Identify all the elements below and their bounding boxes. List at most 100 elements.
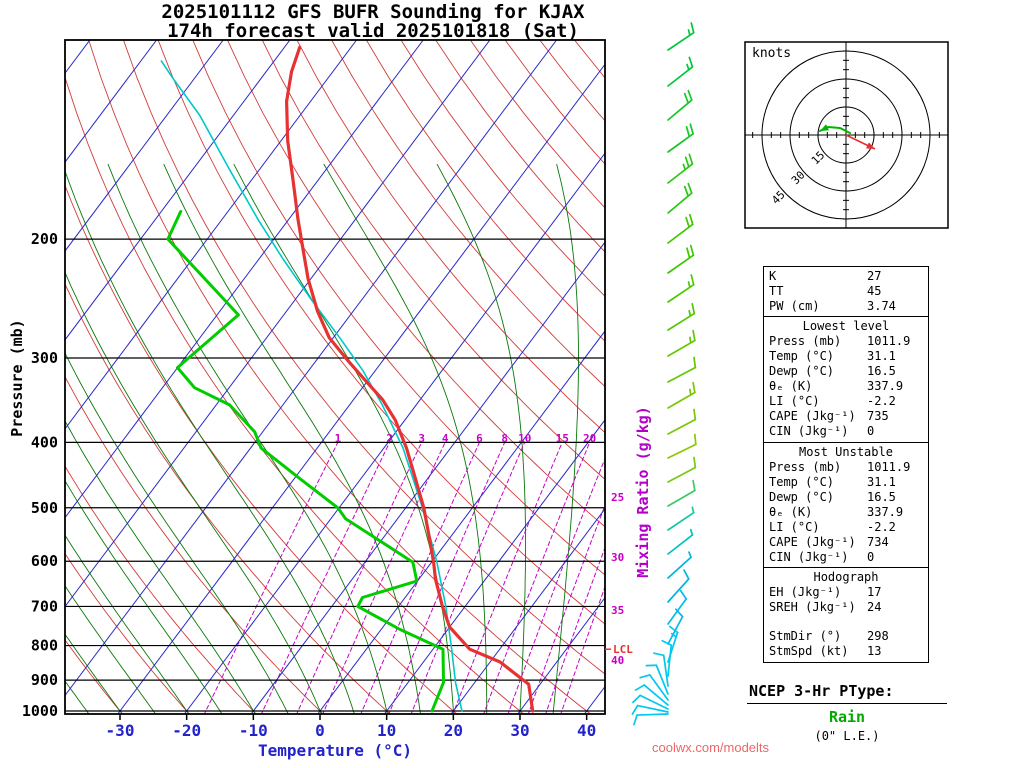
stat-row: Dewp (°C) 16.5 [769,364,923,379]
mixing-ratio-line [410,441,526,714]
stat-value: 16.5 [867,364,896,378]
stat-value: 337.9 [867,379,904,393]
stat-label: Dewp (°C) [769,364,835,378]
mixing-ratio-label: 10 [518,432,531,445]
stat-label: θₑ (K) [769,379,813,393]
stat-row: Press (mb) 1011.9 [769,460,923,475]
mixing-ratio-label: 25 [611,491,624,504]
wind-barb [645,664,669,695]
stat-value: 298 [867,629,889,643]
wind-barb [667,329,696,357]
pressure-tick-label: 700 [31,597,58,615]
stat-label: K [769,268,777,283]
stat-row: Temp (°C) 31.1 [769,475,923,490]
temperature-tick-label: -30 [106,721,135,740]
stat-row: TT 45 [769,284,923,299]
wind-barb [667,153,694,184]
stat-label: CIN (Jkg⁻¹) [769,424,849,438]
wind-barb [667,356,697,383]
ptype-value: Rain [828,708,866,726]
stat-row: CAPE (Jkg⁻¹) 735 [769,409,923,424]
stat-label: θₑ (K) [769,504,813,519]
stat-value: -2.2 [867,519,896,534]
temperature-tick-label: 40 [577,721,596,740]
pressure-axis-label: Pressure (mb) [8,319,26,437]
plot-frame [64,39,606,715]
pressure-tick-label: 500 [31,499,58,517]
wind-barb [667,433,697,459]
stat-value: 0 [867,549,875,564]
stats-panel: K 27 TT 45 PW (cm) 3.74 Lowest level Press (mb)… [763,265,929,663]
temperature-tick-label: 0 [315,721,325,740]
temperature-tick-label: 10 [377,721,396,740]
stat-value: 17 [867,585,882,599]
stat-row: K 27 [769,269,923,284]
stat-label: StmDir (°) [769,629,842,643]
stat-value: 3.74 [867,298,896,313]
mixing-ratio-label: 3 [418,432,425,445]
stat-value: 0 [867,424,875,438]
mixing-ratio-line [260,441,391,714]
wind-barb [667,182,693,214]
stat-row: PW (cm) 3.74 [769,299,923,314]
stat-label: EH (Jkg⁻¹) [769,585,842,599]
mixing-ratio-line [203,441,339,714]
wind-barb [639,674,669,701]
sounding-profiles [160,45,535,713]
stat-row: CIN (Jkg⁻¹) 0 [769,424,923,439]
stat-value: 24 [867,600,882,614]
wind-barb [661,639,673,677]
mixing-ratio-label: 30 [611,551,624,564]
mixing-ratio-line [296,441,423,714]
stat-row: StmSpd (kt) 13 [769,644,923,659]
stat-row: CIN (Jkg⁻¹) 0 [769,550,923,565]
pressure-tick-label: 400 [31,433,58,451]
mixing-ratio-line [388,441,506,714]
stats-box: Lowest level Press (mb) 1011.9 Temp (°C) 31.… [763,316,929,443]
wind-barb [634,684,669,706]
stat-label: StmSpd (kt) [769,644,849,658]
stat-value: 1011.9 [867,334,911,348]
wetbulb-curve [160,60,463,712]
stat-row: Press (mb) 1011.9 [769,334,923,349]
stat-label: LI (°C) [769,394,820,408]
stat-label: CIN (Jkg⁻¹) [769,549,849,564]
wind-barb [667,89,693,121]
subtitle: 174h forecast valid 2025101818 (Sat) [167,20,579,42]
mixing-ratio-label: 8 [501,432,508,445]
wind-barb [667,479,696,507]
stat-row: LI (°C) -2.2 [769,520,923,535]
temperature-curve [285,45,535,713]
stat-value: 337.9 [867,504,904,519]
stat-row: CAPE (Jkg⁻¹) 734 [769,535,923,550]
stat-label: CAPE (Jkg⁻¹) [769,409,856,423]
mixing-ratio-label: 15 [556,432,569,445]
temperature-tick-label: 30 [510,721,529,740]
mixing-ratio-line [507,457,605,714]
mixing-ratio-axis-label: Mixing Ratio (g/kg) [634,406,652,578]
stats-box: K 27 TT 45 PW (cm) 3.74 [763,265,929,318]
stat-value: 45 [867,283,882,298]
temperature-axis-label: Temperature (°C) [257,741,413,760]
stat-label: Dewp (°C) [769,489,835,504]
pressure-tick-label: 200 [31,230,58,248]
stats-box-header: Most Unstable [799,444,893,459]
stat-label: Temp (°C) [769,474,835,489]
lcl-label: LCL [613,643,633,656]
ptype-note: (0" L.E.) [814,729,880,743]
ptype-title: NCEP 3-Hr PType: [747,682,947,704]
wind-barb [667,408,697,435]
wind-barb-column [631,22,697,726]
stat-label: LI (°C) [769,519,820,534]
dewpoint-curve [166,210,445,713]
stat-row: EH (Jkg⁻¹) 17 [769,585,923,600]
mixing-ratio-label: 1 [335,432,342,445]
stat-row: θₑ (K) 337.9 [769,379,923,394]
mixing-ratio-label: 40 [611,654,624,667]
stat-value: 735 [867,409,889,423]
wind-barb [667,123,694,153]
stat-value: -2.2 [867,394,896,408]
stat-value: 734 [867,534,889,549]
